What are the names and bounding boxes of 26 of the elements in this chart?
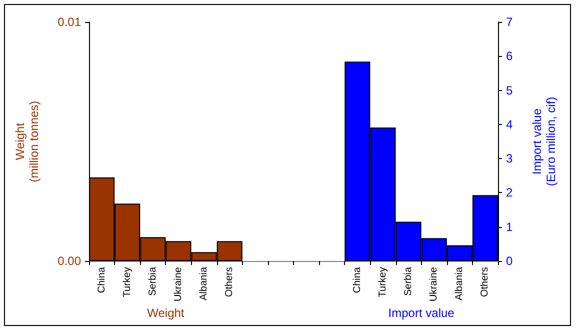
x-tick-label: Turkey: [122, 267, 133, 298]
y-tick-label: 0.01: [58, 15, 82, 29]
y2-tick-label: 1: [506, 220, 513, 234]
x-tick-label: Ukraine: [172, 266, 184, 302]
x-tick-label: Others: [224, 267, 236, 298]
x-tick-label: China: [96, 266, 108, 294]
x-tick-label: Serbia: [147, 266, 158, 296]
y2-axis-title: Import value (Euro million, cif): [530, 96, 558, 186]
x-tick-label: Serbia: [403, 266, 414, 296]
y-tick-label: 0.00: [58, 254, 82, 268]
x-tick-label: Albania: [198, 266, 210, 300]
x-tick-label: Turkey: [377, 267, 388, 298]
y2-tick-label: 2: [506, 186, 513, 200]
y2-tick-label: 7: [506, 15, 513, 29]
y2-tick-label: 0: [506, 254, 513, 268]
text: Import value: [388, 306, 455, 320]
x-tick-label: Albania: [454, 266, 466, 300]
x-tick-label: Ukraine: [428, 266, 440, 302]
y-axis-title: Weight (million tonnes): [13, 100, 41, 182]
text: Weight: [147, 306, 185, 320]
x-tick-label: Others: [480, 267, 491, 298]
y2-tick-label: 6: [506, 49, 513, 64]
y2-tick-label: 3: [506, 152, 513, 166]
x-tick-label: China: [352, 266, 363, 294]
y2-tick-label: 4: [506, 117, 513, 132]
y2-tick-label: 5: [506, 83, 513, 98]
